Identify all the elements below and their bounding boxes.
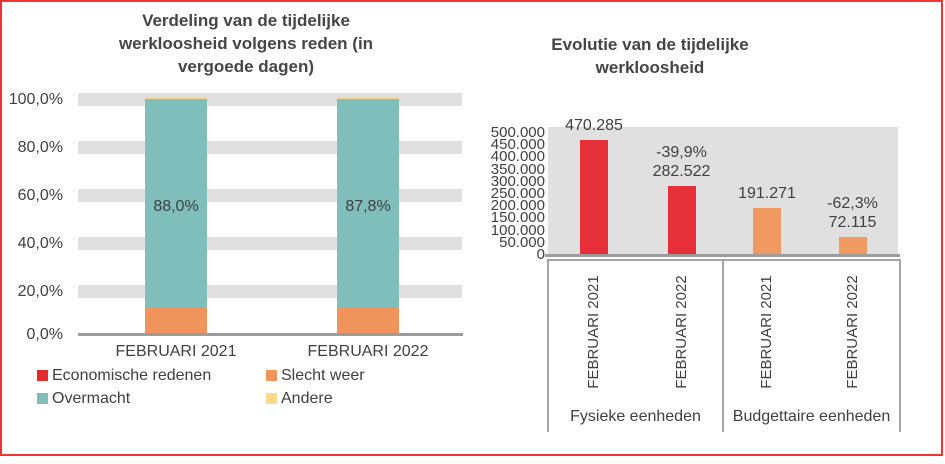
left-chart-title: Verdeling van de tijdelijke werkloosheid…: [46, 9, 446, 78]
right-category-label: FEBRUARI 2022: [672, 275, 690, 389]
left-bar-segment-overmacht: [145, 99, 207, 309]
right-bar-fysieke-eenheden-februari-2021: [580, 140, 608, 255]
right-bar-value-label-line: 282.522: [652, 163, 711, 181]
right-bar-value-label-line: 72.115: [828, 214, 877, 232]
left-bar-value-label: 87,8%: [345, 198, 391, 215]
legend-item-andere: Andere: [266, 390, 333, 408]
category-box-left-border: [547, 259, 549, 432]
right-bar-value-label-line: -39,9%: [656, 144, 707, 162]
left-chart-title-line: Verdeling van de tijdelijke: [142, 11, 350, 30]
legend-item-slecht-weer: Slecht weer: [266, 367, 365, 385]
category-box-separator: [722, 259, 724, 432]
category-box-right-border: [899, 259, 901, 432]
left-gridline-band: [78, 141, 462, 155]
legend-label: Overmacht: [52, 390, 131, 407]
right-chart-title-line: werkloosheid: [595, 58, 705, 77]
legend-swatch-economische-redenen-icon: [37, 370, 48, 381]
right-category-label: FEBRUARI 2022: [843, 275, 861, 389]
left-chart-title-line: werkloosheid volgens reden (in: [118, 34, 374, 53]
right-bar-fysieke-eenheden-februari-2022: [667, 186, 696, 255]
legend-label: Economische redenen: [52, 367, 212, 384]
left-y-tick: 60,0%: [17, 186, 63, 204]
right-y-tick: 300.000: [490, 172, 545, 190]
legend-swatch-andere-icon: [266, 393, 277, 404]
left-chart-category-label: FEBRUARI 2021: [115, 343, 237, 360]
right-chart-title-line: Evolutie van de tijdelijke: [551, 35, 749, 54]
right-bar-value-label: 191.271: [705, 184, 829, 203]
left-bar-segment-overmacht: [337, 98, 399, 308]
right-y-tick: 250.000: [490, 185, 545, 202]
right-y-tick: 0: [536, 246, 545, 263]
right-category-label: FEBRUARI 2021: [585, 275, 602, 389]
right-y-tick: 200.000: [490, 197, 545, 215]
left-chart-x-axis-line: [78, 333, 463, 336]
right-y-tick: 150.000: [490, 209, 545, 227]
group-label-fysieke-eenheden: Fysieke eenheden: [570, 408, 701, 425]
left-bar-segment-slecht-weer: [337, 307, 399, 334]
left-bar-segment-andere: [337, 96, 399, 99]
left-gridline-band: [78, 93, 462, 106]
left-y-tick: 0,0%: [26, 325, 63, 343]
right-bar-budgettaire-eenheden-februari-2021: [753, 208, 781, 255]
right-y-tick: 50.000: [499, 233, 545, 251]
right-chart-title: Evolutie van de tijdelijke werkloosheid: [500, 33, 800, 79]
left-y-tick: 40,0%: [17, 234, 63, 252]
right-bar-value-label-line: 470.285: [565, 117, 623, 135]
legend-item-economische-redenen: Economische redenen: [37, 367, 211, 385]
right-bar-value-label: -39,9% 282.522: [620, 143, 744, 181]
right-y-tick: 400.000: [490, 148, 545, 166]
right-category-label: FEBRUARI 2021: [758, 275, 775, 389]
left-y-tick: 100,0%: [8, 90, 63, 108]
right-bar-value-label: -62,3% 72.115: [791, 194, 915, 232]
right-bar-value-label: 470.285: [532, 116, 656, 135]
right-y-tick: 500.000: [490, 124, 545, 141]
legend-item-overmacht: Overmacht: [37, 390, 130, 408]
right-y-tick: 100.000: [490, 221, 545, 239]
legend-label: Andere: [281, 390, 333, 407]
left-bar-segment-andere: [145, 96, 207, 100]
left-y-tick: 80,0%: [17, 138, 63, 156]
left-gridline-band: [78, 285, 462, 299]
left-gridline-band: [78, 237, 462, 251]
legend-swatch-slecht-weer-icon: [266, 370, 277, 381]
legend-label: Slecht weer: [281, 367, 365, 384]
right-y-tick: 350.000: [490, 160, 545, 178]
left-bar-value-label: 88,0%: [153, 198, 199, 215]
left-bar-segment-slecht-weer: [145, 308, 207, 334]
left-gridline-band: [78, 189, 462, 203]
left-chart-category-label: FEBRUARI 2022: [307, 343, 429, 360]
right-bar-budgettaire-eenheden-februari-2022: [838, 237, 867, 255]
right-bar-value-label-line: 191.271: [738, 185, 796, 203]
right-y-tick: 450.000: [490, 136, 545, 154]
legend-swatch-overmacht-icon: [37, 393, 48, 404]
right-chart-x-axis-line: [545, 254, 900, 257]
left-chart-title-line: vergoede dagen): [177, 57, 315, 76]
left-y-tick: 20,0%: [17, 282, 63, 300]
category-box-top-border: [547, 259, 901, 261]
right-bar-value-label-line: -62,3%: [827, 195, 878, 213]
group-label-budgettaire-eenheden: Budgettaire eenheden: [732, 408, 891, 425]
